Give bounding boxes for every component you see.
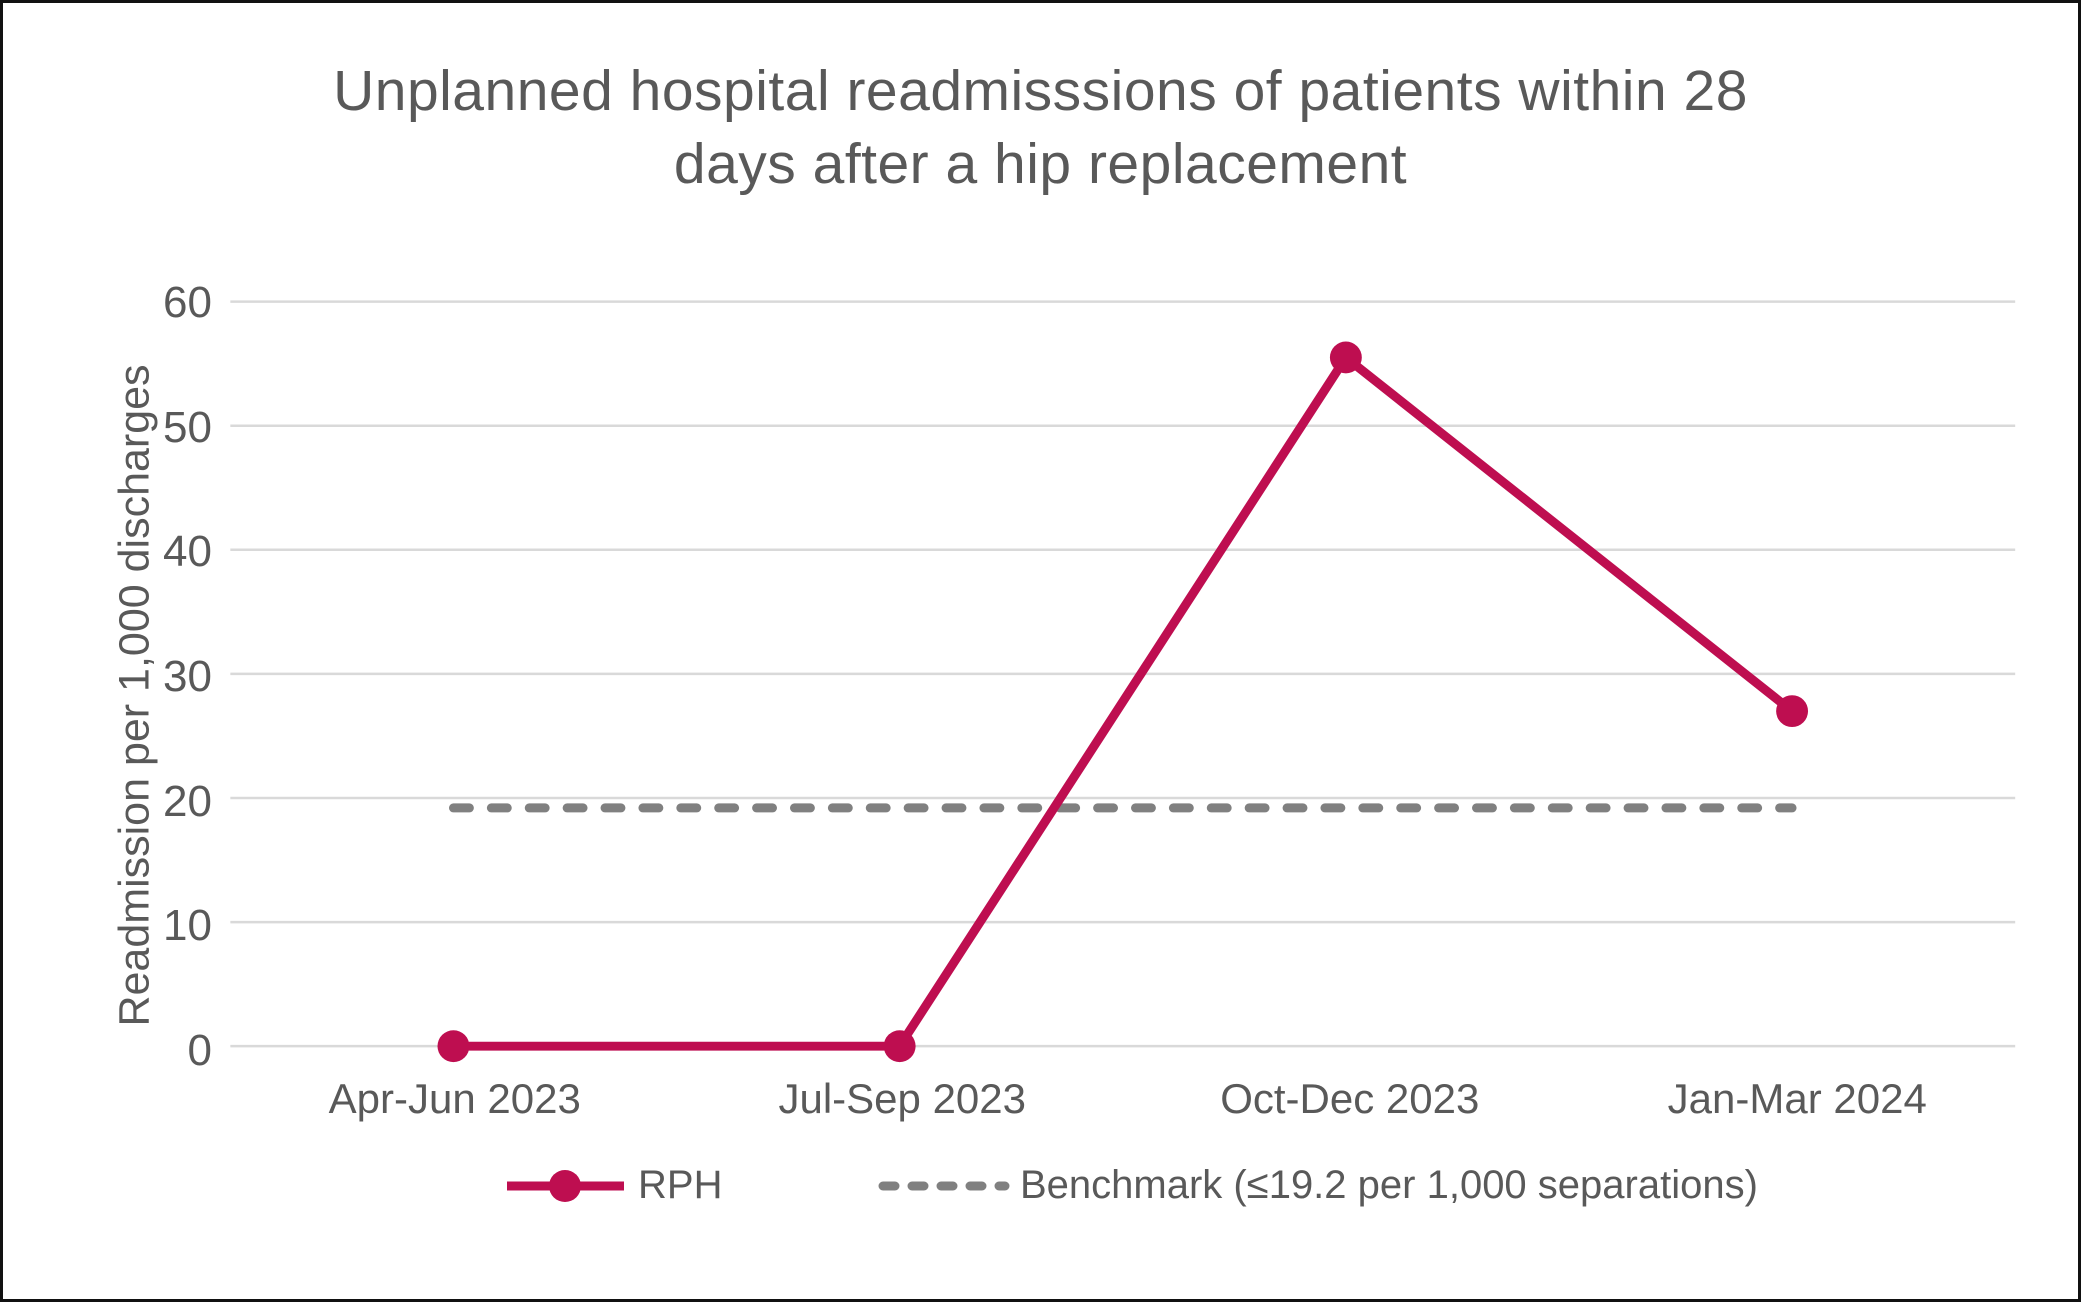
legend-item-benchmark: Benchmark (≤19.2 per 1,000 separations) [875,1163,1758,1208]
x-axis-label: Jan-Mar 2024 [1667,1075,1927,1122]
rph-marker [1329,341,1362,374]
x-axis-label: Jul-Sep 2023 [778,1075,1027,1122]
rph-line [453,350,1795,1051]
y-tick-label: 20 [163,776,212,826]
x-axis-labels: Apr-Jun 2023 Jul-Sep 2023 Oct-Dec 2023 Jan-… [3,1075,2078,1135]
x-axis-label: Apr-Jun 2023 [328,1075,581,1122]
legend-item-rph: RPH [503,1163,722,1208]
plot-area [230,300,2016,1063]
y-tick-label: 0 [187,1026,212,1075]
y-axis-ticks: 0 10 20 30 40 50 60 [3,3,212,1299]
rph-marker [1776,695,1809,728]
benchmark-legend-swatch-icon [878,1181,1010,1190]
y-tick-label: 30 [163,652,212,701]
rph-marker [437,1030,470,1063]
legend-label-rph: RPH [638,1163,723,1207]
y-tick-label: 50 [163,402,212,452]
chart-title-line-2: days after a hip replacement [673,131,1408,196]
chart-title-line-1: Unplanned hospital readmisssions of pati… [333,59,1748,123]
x-axis-label: Oct-Dec 2023 [1220,1075,1480,1122]
chart-title: Unplanned hospital readmisssions of pati… [3,55,2078,201]
rph-marker [883,1030,916,1063]
y-tick-label: 60 [163,278,212,327]
legend-label-benchmark: Benchmark (≤19.2 per 1,000 separations) [1020,1163,1758,1207]
rph-legend-swatch-icon [507,1169,624,1202]
y-tick-label: 40 [163,527,212,577]
y-tick-label: 10 [163,901,212,951]
